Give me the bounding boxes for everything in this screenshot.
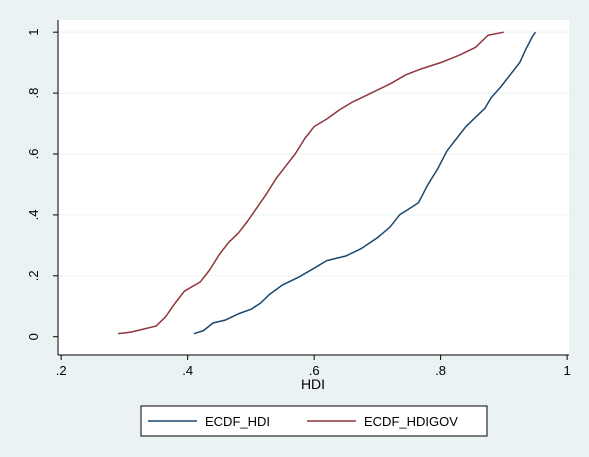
y-tick-label-3: .6 — [26, 149, 41, 160]
y-tick-label-0: 0 — [26, 333, 41, 340]
x-tick-label-2: .6 — [309, 363, 320, 378]
x-tick-label-0: .2 — [56, 363, 67, 378]
grid-layer — [58, 31, 569, 277]
x-tick-label-1: .4 — [182, 363, 193, 378]
series-line-ecdf-hdi — [193, 31, 537, 335]
axes-layer: .2 .4 .6 .8 1 0 .2 .4 .6 .8 1 — [26, 20, 571, 378]
y-tick-label-5: 1 — [26, 29, 41, 36]
y-tick-label-4: .8 — [26, 88, 41, 99]
x-tick-label-3: .8 — [435, 363, 446, 378]
legend: ECDF_HDI ECDF_HDIGOV — [140, 405, 488, 437]
series-line-ecdf-hdigov — [117, 31, 505, 335]
y-tick-label-1: .2 — [26, 270, 41, 281]
y-tick-label-2: .4 — [26, 209, 41, 220]
plot-area — [58, 20, 569, 355]
legend-label-ecdf-hdi: ECDF_HDI — [205, 414, 270, 429]
x-axis-title: HDI — [301, 376, 325, 392]
legend-label-ecdf-hdigov: ECDF_HDIGOV — [364, 414, 458, 429]
x-tick-label-4: 1 — [563, 363, 570, 378]
series-layer — [117, 31, 537, 335]
